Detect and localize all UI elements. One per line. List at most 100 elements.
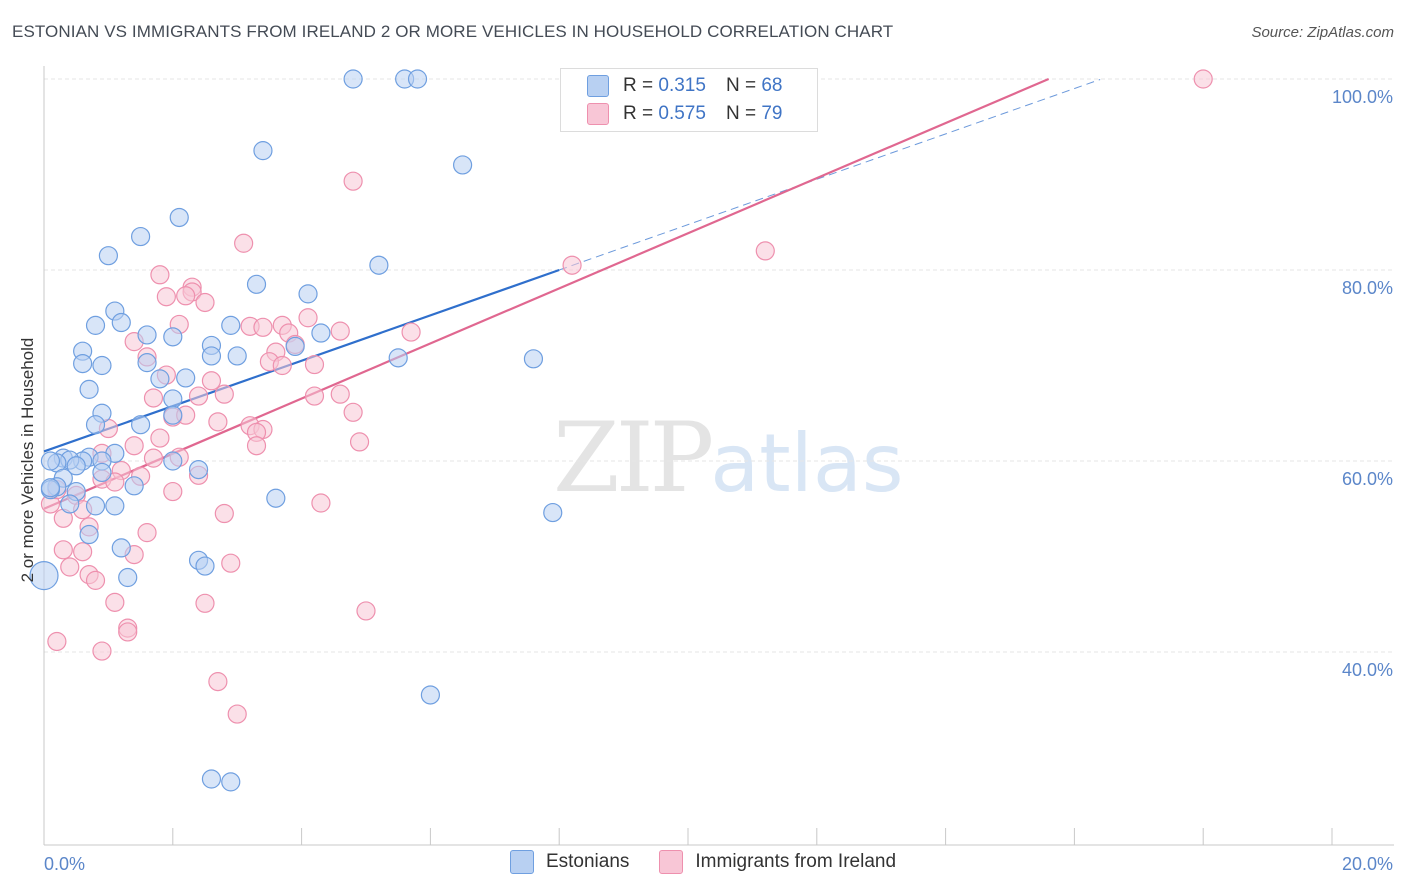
data-point-estonians	[85, 415, 106, 435]
data-point-estonians	[124, 476, 144, 496]
data-point-estonians	[111, 538, 131, 558]
data-point-ireland	[195, 292, 215, 313]
data-point-ireland	[105, 472, 125, 492]
data-point-ireland	[53, 540, 73, 560]
data-point-ireland	[234, 233, 254, 253]
data-point-estonians	[201, 769, 222, 789]
data-point-estonians	[73, 353, 93, 374]
n-value: 68	[761, 75, 783, 96]
data-point-ireland	[214, 384, 234, 404]
data-point-estonians	[111, 312, 131, 333]
data-point-ireland	[562, 255, 582, 275]
data-point-estonians	[188, 459, 209, 480]
axes	[43, 66, 1394, 846]
data-point-ireland	[343, 171, 363, 191]
data-point-estonians	[195, 556, 215, 576]
legend-item-ireland[interactable]: Immigrants from Ireland	[659, 850, 896, 874]
y-tick-label: 80.0%	[1342, 278, 1393, 298]
data-point-ireland	[150, 428, 170, 448]
grid	[44, 78, 1394, 653]
chart-title: ESTONIAN VS IMMIGRANTS FROM IRELAND 2 OR…	[12, 22, 894, 41]
data-point-estonians	[137, 353, 157, 373]
data-point-estonians	[311, 323, 331, 343]
legend-row-estonians: R = 0.315 N = 68	[587, 73, 782, 99]
x-tick-label: 0.0%	[44, 854, 85, 874]
watermark: ZIPatlas	[553, 402, 904, 514]
legend-swatch-blue	[587, 75, 609, 97]
legend-label: Immigrants from Ireland	[695, 851, 897, 872]
data-point-ireland	[47, 631, 67, 652]
data-point-ireland	[143, 388, 164, 408]
trend-line-estonians	[43, 268, 560, 453]
data-point-ireland	[118, 622, 138, 642]
data-point-ireland	[143, 448, 164, 468]
data-point-ireland	[311, 493, 331, 513]
data-point-ireland	[330, 384, 350, 404]
legend-row-ireland: R = 0.575 N = 79	[587, 101, 782, 127]
data-point-estonians	[343, 69, 363, 89]
legend-item-estonians[interactable]: Estonians	[509, 850, 629, 874]
data-point-estonians	[66, 456, 86, 476]
data-point-estonians	[150, 369, 170, 389]
legend-swatch-pink	[587, 103, 609, 125]
data-point-ireland	[208, 672, 228, 692]
data-point-estonians	[221, 315, 241, 335]
data-point-ireland	[188, 386, 209, 406]
n-value: 79	[761, 103, 783, 124]
data-point-estonians	[105, 496, 125, 516]
data-point-estonians	[92, 355, 112, 376]
data-point-estonians	[137, 325, 157, 345]
data-point-estonians	[40, 451, 61, 471]
data-point-estonians	[163, 389, 183, 409]
data-point-estonians	[369, 255, 389, 275]
data-point-estonians	[40, 478, 61, 498]
data-point-ireland	[349, 432, 370, 452]
r-value: 0.315	[658, 75, 706, 96]
data-point-estonians	[227, 346, 247, 366]
n-label: N =	[725, 103, 757, 124]
n-label: N =	[725, 75, 757, 96]
trend-line-ireland	[43, 77, 1050, 510]
data-point-ireland	[163, 481, 183, 502]
data-point-ireland	[105, 592, 125, 612]
data-point-ireland	[195, 593, 215, 613]
data-point-estonians	[543, 502, 563, 523]
trend-lines	[43, 77, 1101, 510]
r-value: 0.575	[658, 103, 706, 124]
data-point-estonians	[388, 348, 408, 368]
data-point-ireland	[214, 503, 234, 524]
data-point-ireland	[92, 641, 112, 661]
legend-swatch-pink	[659, 850, 684, 874]
data-point-ireland	[343, 402, 363, 422]
data-point-estonians	[79, 379, 99, 399]
data-point-ireland	[150, 265, 170, 285]
data-point-estonians	[118, 567, 138, 588]
data-point-estonians	[176, 368, 196, 388]
watermark-atlas: atlas	[710, 417, 904, 510]
data-point-estonians	[98, 246, 119, 266]
series-legend: Estonians Immigrants from Ireland	[0, 850, 1406, 874]
series-estonians	[29, 69, 563, 792]
data-point-estonians	[85, 496, 106, 516]
data-point-estonians	[221, 772, 241, 792]
data-point-estonians	[131, 226, 151, 247]
data-point-estonians	[79, 524, 99, 545]
data-point-ireland	[1193, 69, 1213, 89]
data-point-estonians	[131, 415, 151, 435]
series-immigrants-from-ireland	[40, 69, 1213, 724]
data-point-ireland	[401, 322, 421, 342]
data-point-estonians	[163, 327, 183, 347]
y-tick-label: 60.0%	[1342, 469, 1393, 489]
y-axis-title: 2 or more Vehicles in Household	[18, 338, 37, 583]
source-credit: Source: ZipAtlas.com	[1251, 24, 1394, 41]
data-point-estonians	[201, 346, 222, 366]
data-point-estonians	[169, 207, 189, 228]
data-point-estonians	[285, 336, 305, 356]
data-point-estonians	[420, 685, 440, 705]
data-point-ireland	[227, 704, 247, 724]
data-point-estonians	[163, 405, 183, 425]
data-point-ireland	[208, 412, 228, 432]
data-point-estonians	[523, 349, 544, 369]
data-point-ireland	[73, 542, 93, 562]
